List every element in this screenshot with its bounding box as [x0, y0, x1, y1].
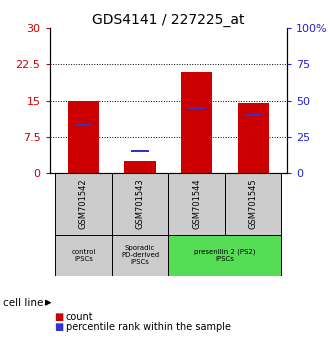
Bar	[131, 150, 148, 152]
Text: ■: ■	[54, 322, 64, 332]
Bar	[225, 173, 281, 235]
Bar	[168, 235, 281, 276]
Text: count: count	[66, 312, 94, 322]
Text: cell line: cell line	[3, 298, 44, 308]
Bar	[55, 173, 112, 235]
Bar	[112, 235, 168, 276]
Text: GSM701543: GSM701543	[136, 178, 145, 229]
Title: GDS4141 / 227225_at: GDS4141 / 227225_at	[92, 13, 245, 27]
Text: ■: ■	[54, 312, 64, 322]
Bar	[124, 161, 155, 173]
Bar	[168, 173, 225, 235]
Text: presenilin 2 (PS2)
iPSCs: presenilin 2 (PS2) iPSCs	[194, 249, 256, 262]
Bar	[238, 103, 269, 173]
Text: percentile rank within the sample: percentile rank within the sample	[66, 322, 231, 332]
Text: GSM701545: GSM701545	[249, 178, 258, 229]
Bar	[188, 107, 205, 109]
Text: control
IPSCs: control IPSCs	[71, 249, 96, 262]
Text: GSM701544: GSM701544	[192, 178, 201, 229]
Bar	[181, 72, 212, 173]
Bar	[112, 173, 168, 235]
Bar	[75, 124, 92, 126]
Bar	[245, 114, 262, 116]
Bar	[68, 101, 99, 173]
Text: Sporadic
PD-derived
iPSCs: Sporadic PD-derived iPSCs	[121, 245, 159, 266]
Bar	[55, 235, 112, 276]
Text: GSM701542: GSM701542	[79, 178, 88, 229]
